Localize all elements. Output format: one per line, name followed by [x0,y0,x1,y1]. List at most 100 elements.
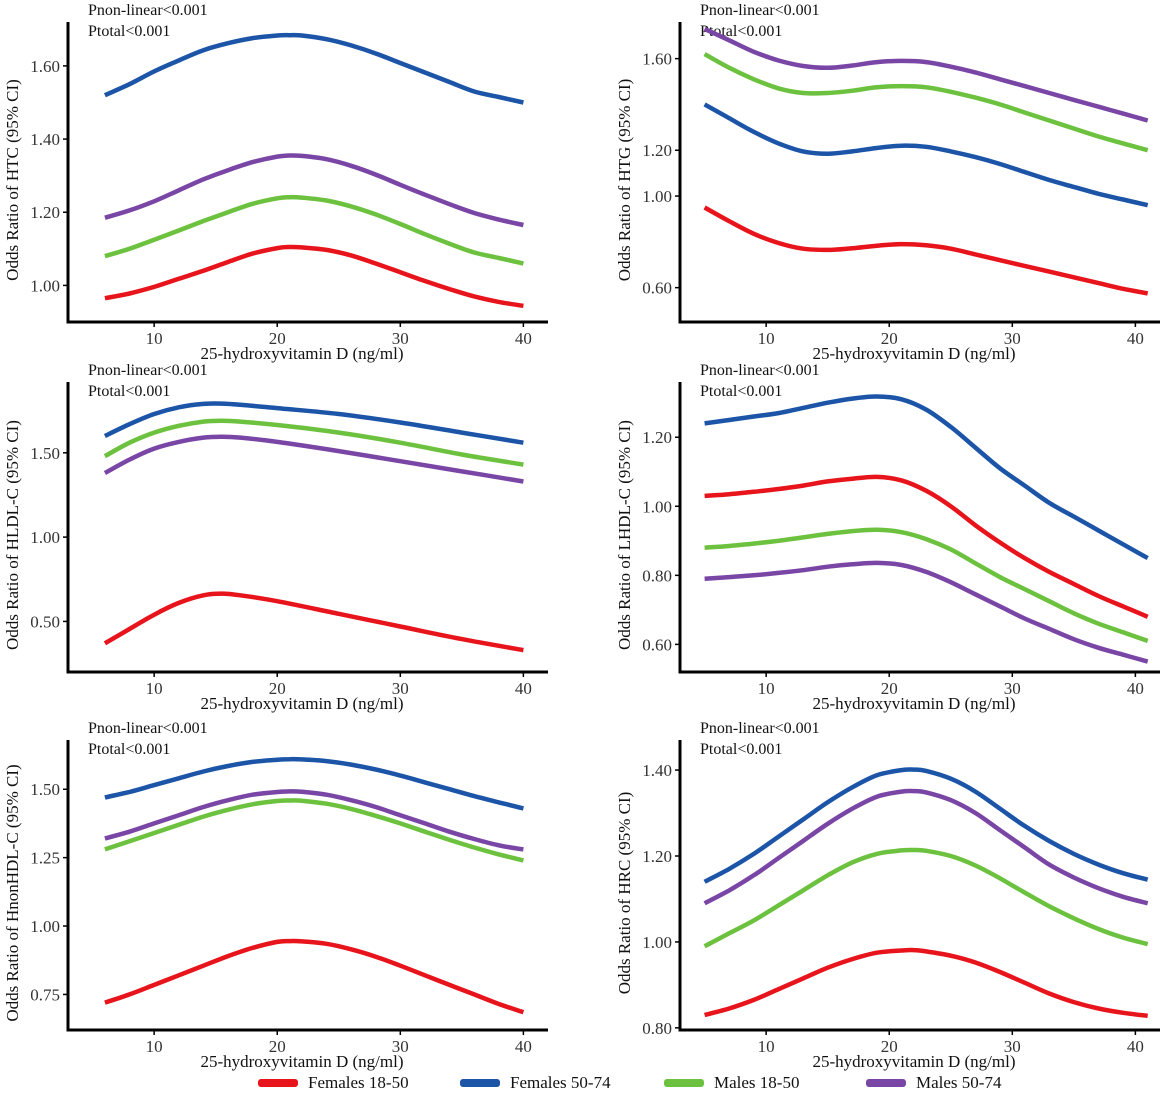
chart-panel-2: 0.60 1.00 1.20 1.60 10 20 30 40 25-hydroxyvitami… [615,2,1160,363]
chart-panel-1: 1.00 1.20 1.40 1.60 10 20 30 40 25-hydroxyvitami… [3,2,548,363]
legend-label: Males 18-50 [714,1073,800,1092]
series-line-males-50-74 [704,560,1149,664]
x-tick-label: 30 [1004,679,1021,698]
y-tick-label: 1.00 [642,497,672,516]
x-tick-label: 30 [392,679,409,698]
legend-label: Males 50-74 [916,1073,1002,1092]
y-tick-label: 1.00 [642,933,672,952]
y-tick-label: 1.20 [30,203,60,222]
p-value-annotation: Ptotal<0.001 [88,741,170,758]
series-line-males-18-50 [103,418,524,467]
series-line-females-50-74 [103,401,524,445]
y-tick-label: 0.75 [30,985,60,1004]
x-axis-title: 25-hydroxyvitamin D (ng/ml) [200,344,403,363]
legend-swatch [866,1079,906,1087]
legend-label: Females 18-50 [308,1073,409,1092]
y-tick-label: 1.60 [642,50,672,69]
y-tick-label: 1.00 [642,187,672,206]
chart-panel-6: 0.80 1.00 1.20 1.40 10 20 30 40 25-hydroxyvitami… [615,720,1160,1071]
x-tick-label: 40 [1127,1037,1144,1056]
series-line-males-50-74 [104,153,524,228]
x-tick-label: 20 [881,329,898,348]
p-value-annotation: Pnon-linear<0.001 [700,362,820,379]
p-value-annotation: Ptotal<0.001 [700,383,782,400]
series-line-females-18-50 [704,947,1148,1019]
p-value-annotation: Pnon-linear<0.001 [88,720,208,737]
y-axis-title: Odds Ratio of HTC (95% CI) [3,79,22,281]
series-line-males-18-50 [703,52,1149,153]
series-line-females-50-74 [703,767,1149,884]
x-tick-label: 40 [515,1037,532,1056]
p-value-annotation: Ptotal<0.001 [700,741,782,758]
series-line-males-50-74 [103,434,524,484]
p-value-annotation: Pnon-linear<0.001 [88,2,208,19]
x-tick-label: 20 [269,679,286,698]
series-line-females-18-50 [104,244,524,309]
p-value-annotation: Pnon-linear<0.001 [700,2,820,19]
x-axis-title: 25-hydroxyvitamin D (ng/ml) [812,1052,1015,1071]
series-line-females-50-74 [704,394,1149,561]
p-value-annotation: Ptotal<0.001 [88,383,170,400]
x-tick-label: 10 [758,1037,775,1056]
y-tick-label: 1.40 [642,761,672,780]
x-tick-label: 30 [1004,1037,1021,1056]
y-axis-title: Odds Ratio of HTG (95% CI) [615,79,634,282]
legend-item-females-50-74: Females 50-74 [460,1071,611,1095]
series-line-males-18-50 [704,527,1149,644]
x-tick-label: 10 [146,329,163,348]
legend-label: Females 50-74 [510,1073,611,1092]
y-tick-label: 1.00 [30,528,60,547]
y-tick-label: 0.80 [642,566,672,585]
y-axis-title: Odds Ratio of LHDL-C (95% CI) [615,420,634,650]
y-tick-label: 1.20 [642,847,672,866]
x-tick-label: 10 [758,329,775,348]
x-axis-title: 25-hydroxyvitamin D (ng/ml) [812,344,1015,363]
legend-item-females-18-50: Females 18-50 [258,1071,409,1095]
series-line-females-50-74 [104,756,524,811]
y-tick-label: 1.50 [30,444,60,463]
x-axis-title: 25-hydroxyvitamin D (ng/ml) [200,694,403,713]
x-tick-label: 40 [1127,679,1144,698]
y-axis-title: Odds Ratio of HnonHDL-C (95% CI) [3,764,22,1021]
x-tick-label: 40 [515,329,532,348]
series-line-males-18-50 [703,847,1149,949]
x-tick-label: 20 [269,329,286,348]
series-line-females-18-50 [104,938,525,1015]
x-tick-label: 30 [1004,329,1021,348]
legend-item-males-50-74: Males 50-74 [866,1071,1001,1095]
series-line-females-18-50 [703,205,1149,296]
series-line-females-50-74 [703,102,1149,208]
series-line-males-50-74 [104,789,524,852]
x-tick-label: 20 [881,679,898,698]
x-tick-label: 20 [269,1037,286,1056]
y-tick-label: 1.00 [30,917,60,936]
y-tick-label: 1.25 [30,849,60,868]
y-tick-label: 1.20 [642,141,672,160]
x-tick-label: 10 [758,679,775,698]
series-line-females-50-74 [103,32,524,105]
series-line-males-18-50 [104,194,524,266]
p-value-annotation: Ptotal<0.001 [88,23,170,40]
series-line-females-18-50 [103,591,524,653]
y-tick-label: 1.20 [642,428,672,447]
legend: Females 18-50 Females 50-74 Males 18-50 Mal… [0,1071,1170,1097]
series-line-males-50-74 [703,26,1149,123]
legend-swatch [258,1079,298,1087]
chart-panel-4: 0.60 0.80 1.00 1.20 10 20 30 40 25-hydroxyvitami… [615,362,1160,713]
x-tick-label: 10 [146,1037,163,1056]
p-value-annotation: Pnon-linear<0.001 [700,720,820,737]
x-tick-label: 10 [146,679,163,698]
p-value-annotation: Pnon-linear<0.001 [88,362,208,379]
legend-swatch [664,1079,704,1087]
chart-panel-3: 0.50 1.00 1.50 10 20 30 40 25-hydroxyvitamin D … [3,362,548,713]
y-axis-title: Odds Ratio of HRC (95% CI) [615,792,634,995]
x-tick-label: 30 [392,329,409,348]
y-tick-label: 0.60 [642,635,672,654]
y-tick-label: 1.60 [30,57,60,76]
x-axis-title: 25-hydroxyvitamin D (ng/ml) [200,1052,403,1071]
series-line-females-18-50 [704,474,1149,619]
x-tick-label: 40 [1127,329,1144,348]
series-line-males-18-50 [104,798,524,863]
legend-swatch [460,1079,500,1087]
